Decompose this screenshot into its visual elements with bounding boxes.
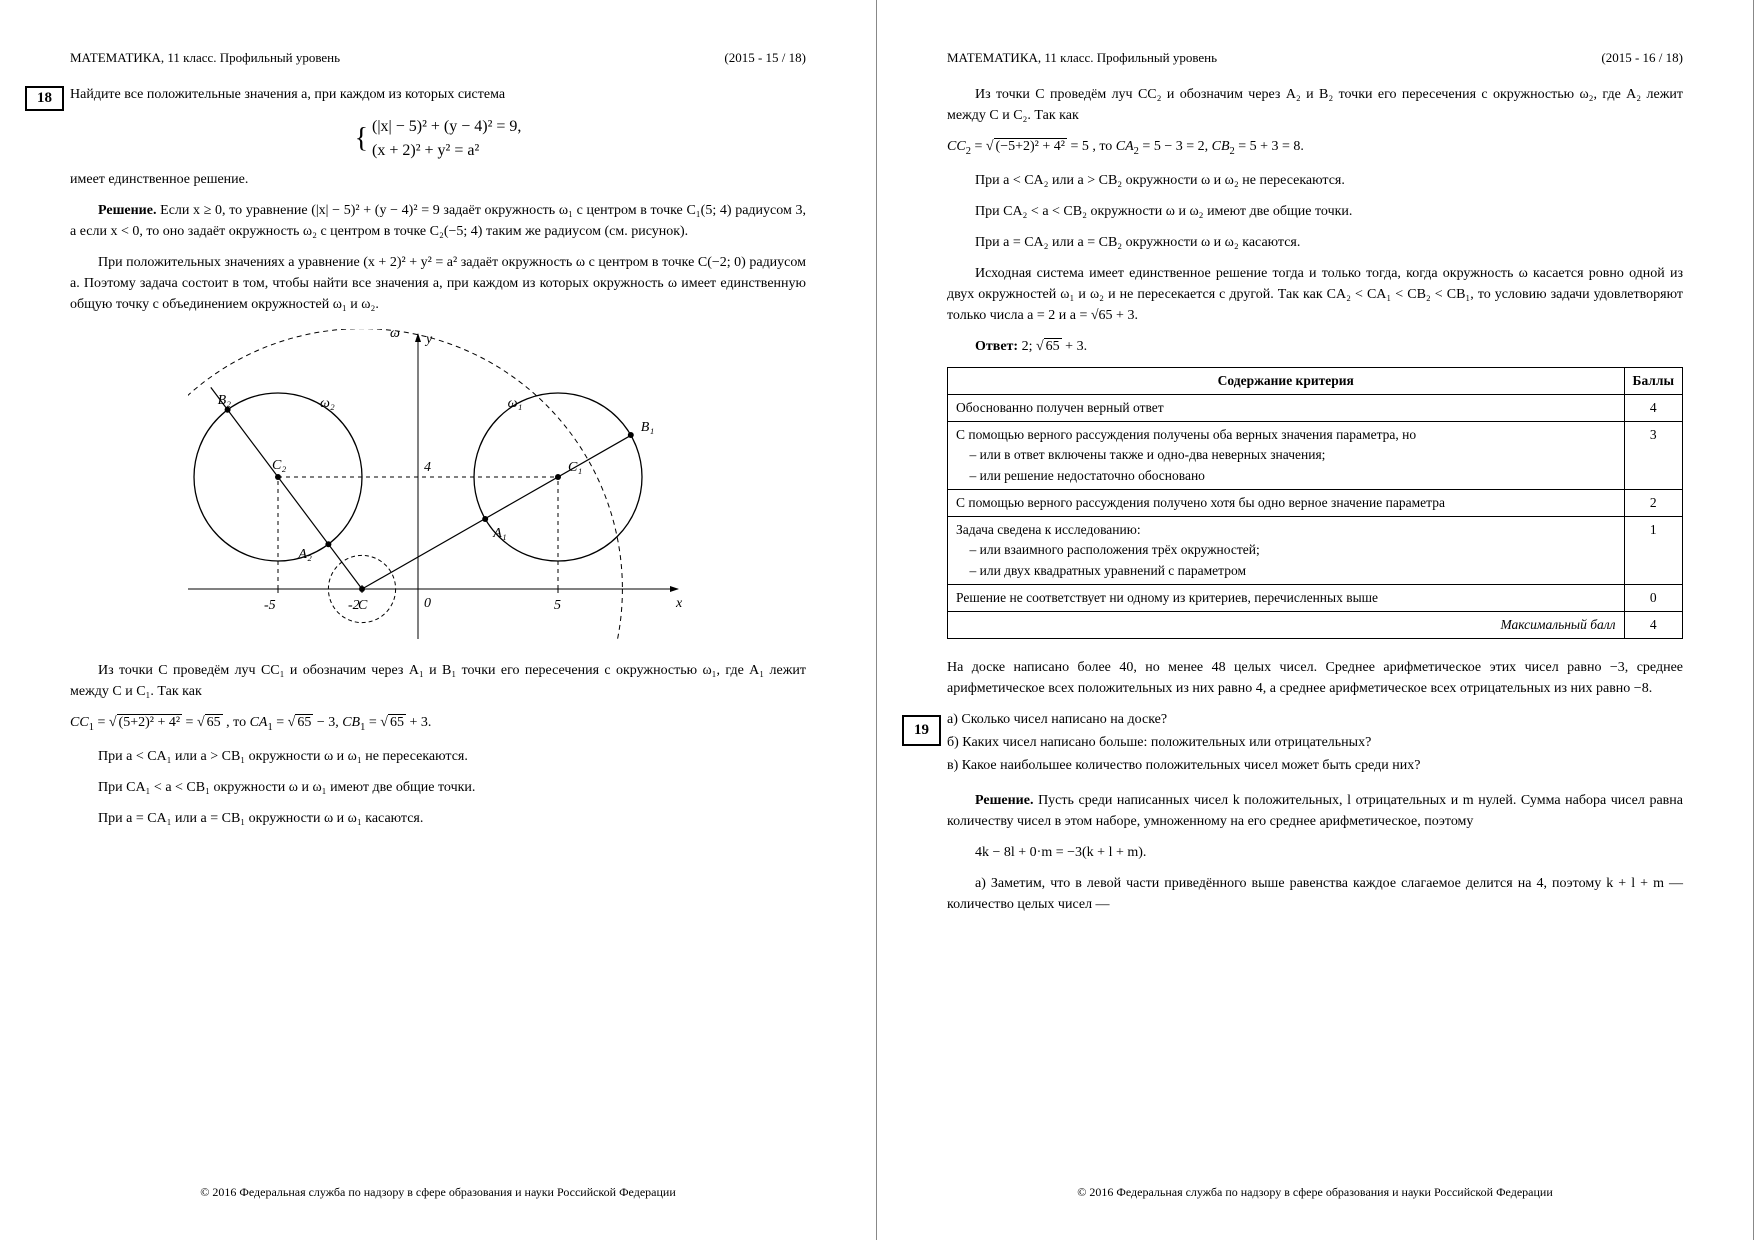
max-pts: 4 [1624, 612, 1682, 639]
svg-text:A₂: A₂ [297, 547, 312, 562]
q-b: б) Каких чисел написано больше: положите… [947, 732, 1683, 753]
svg-text:B₂: B₂ [218, 393, 232, 408]
svg-text:B₁: B₁ [641, 420, 654, 435]
footer-left: © 2016 Федеральная служба по надзору в с… [70, 1185, 806, 1200]
task-19-questions: а) Сколько чисел написано на доске? б) К… [947, 709, 1683, 776]
p2-p1: Из точки C проведём луч CC₂ и обозначим … [947, 84, 1683, 126]
crit-row-pts: 4 [1624, 394, 1682, 421]
solution-p1: Решение. Если x ≥ 0, то уравнение (|x| −… [70, 200, 806, 242]
solution-p3: Из точки C проведём луч CC₁ и обозначим … [70, 660, 806, 702]
p2-p3: При CA₂ < a < CB₂ окружности ω и ω₂ имею… [947, 201, 1683, 222]
geometry-figure: xyCC₁C₂A₁B₁A₂B₂-5-2504ω₁ω₂ω [70, 329, 806, 646]
sol19-p1: Решение. Пусть среди написанных чисел k … [947, 790, 1683, 832]
header-left: МАТЕМАТИКА, 11 класс. Профильный уровень… [70, 50, 806, 66]
crit-row-pts: 1 [1624, 517, 1682, 585]
pts-header: Баллы [1624, 367, 1682, 394]
p2-p2: При a < CA₂ или a > CB₂ окружности ω и ω… [947, 170, 1683, 191]
crit-row-text: С помощью верного рассуждения получено х… [948, 489, 1625, 516]
task-19: На доске написано более 40, но менее 48 … [947, 657, 1683, 699]
problem-18-content: Найдите все положительные значения a, пр… [70, 84, 806, 829]
crit-row-text: Задача сведена к исследованию: – или вза… [948, 517, 1625, 585]
svg-text:-5: -5 [264, 598, 276, 613]
solution-p2: При положительных значениях a уравнение … [70, 252, 806, 315]
crit-row-pts: 3 [1624, 422, 1682, 490]
solution-p4: При a < CA₁ или a > CB₁ окружности ω и ω… [70, 746, 806, 767]
criteria-table: Содержание критерия Баллы Обоснованно по… [947, 367, 1683, 640]
svg-text:-2: -2 [348, 598, 360, 613]
cc2-formula: CC2 = (−5+2)² + 4² = 5 , то CA2 = 5 − 3 … [947, 136, 1683, 160]
svg-text:ω: ω [390, 329, 400, 341]
p2-p5: Исходная система имеет единственное реше… [947, 263, 1683, 326]
task-18-tail: имеет единственное решение. [70, 169, 806, 190]
problem-number-19: 19 [902, 715, 941, 746]
max-label: Максимальный балл [948, 612, 1625, 639]
crit-header: Содержание критерия [948, 367, 1625, 394]
cc1-formula: CC1 = (5+2)² + 4² = 65 , то CA1 = 65 − 3… [70, 712, 806, 736]
crit-row-pts: 2 [1624, 489, 1682, 516]
header-subject-r: МАТЕМАТИКА, 11 класс. Профильный уровень [947, 50, 1217, 66]
page2-content: Из точки C проведём луч CC₂ и обозначим … [947, 84, 1683, 915]
task-18: Найдите все положительные значения a, пр… [70, 84, 806, 105]
problem-number-18: 18 [25, 86, 64, 111]
svg-text:A₁: A₁ [492, 526, 506, 541]
q-c: в) Какое наибольшее количество положител… [947, 755, 1683, 776]
p2-p4: При a = CA₂ или a = CB₂ окружности ω и ω… [947, 232, 1683, 253]
header-subject: МАТЕМАТИКА, 11 класс. Профильный уровень [70, 50, 340, 66]
answer-line: Ответ: 2; 65 + 3. [947, 336, 1683, 357]
solution-p6: При a = CA₁ или a = CB₁ окружности ω и ω… [70, 808, 806, 829]
sol19-p2: а) Заметим, что в левой части приведённо… [947, 873, 1683, 915]
page-right: МАТЕМАТИКА, 11 класс. Профильный уровень… [877, 0, 1754, 1240]
crit-row-text: С помощью верного рассуждения получены о… [948, 422, 1625, 490]
svg-text:C₂: C₂ [272, 458, 286, 473]
svg-text:x: x [675, 596, 683, 611]
q-a: а) Сколько чисел написано на доске? [947, 709, 1683, 730]
header-right: МАТЕМАТИКА, 11 класс. Профильный уровень… [947, 50, 1683, 66]
crit-row-text: Обоснованно получен верный ответ [948, 394, 1625, 421]
svg-text:y: y [424, 332, 433, 347]
header-pagenum: (2015 - 15 / 18) [724, 50, 806, 66]
svg-text:C₁: C₁ [568, 460, 582, 475]
solution-p5: При CA₁ < a < CB₁ окружности ω и ω₁ имею… [70, 777, 806, 798]
svg-text:5: 5 [554, 598, 561, 613]
sol19-eq: 4k − 8l + 0·m = −3(k + l + m). [947, 842, 1683, 863]
header-pagenum-r: (2015 - 16 / 18) [1601, 50, 1683, 66]
system-equations: { (|x| − 5)² + (y − 4)² = 9, (x + 2)² + … [70, 115, 806, 163]
svg-text:0: 0 [424, 596, 431, 611]
crit-row-text: Решение не соответствует ни одному из кр… [948, 584, 1625, 611]
svg-text:4: 4 [424, 460, 431, 475]
figure-svg: xyCC₁C₂A₁B₁A₂B₂-5-2504ω₁ω₂ω [188, 329, 688, 639]
svg-text:ω₁: ω₁ [508, 396, 523, 411]
crit-row-pts: 0 [1624, 584, 1682, 611]
page-left: МАТЕМАТИКА, 11 класс. Профильный уровень… [0, 0, 877, 1240]
svg-text:ω₂: ω₂ [320, 396, 335, 411]
footer-right: © 2016 Федеральная служба по надзору в с… [947, 1185, 1683, 1200]
